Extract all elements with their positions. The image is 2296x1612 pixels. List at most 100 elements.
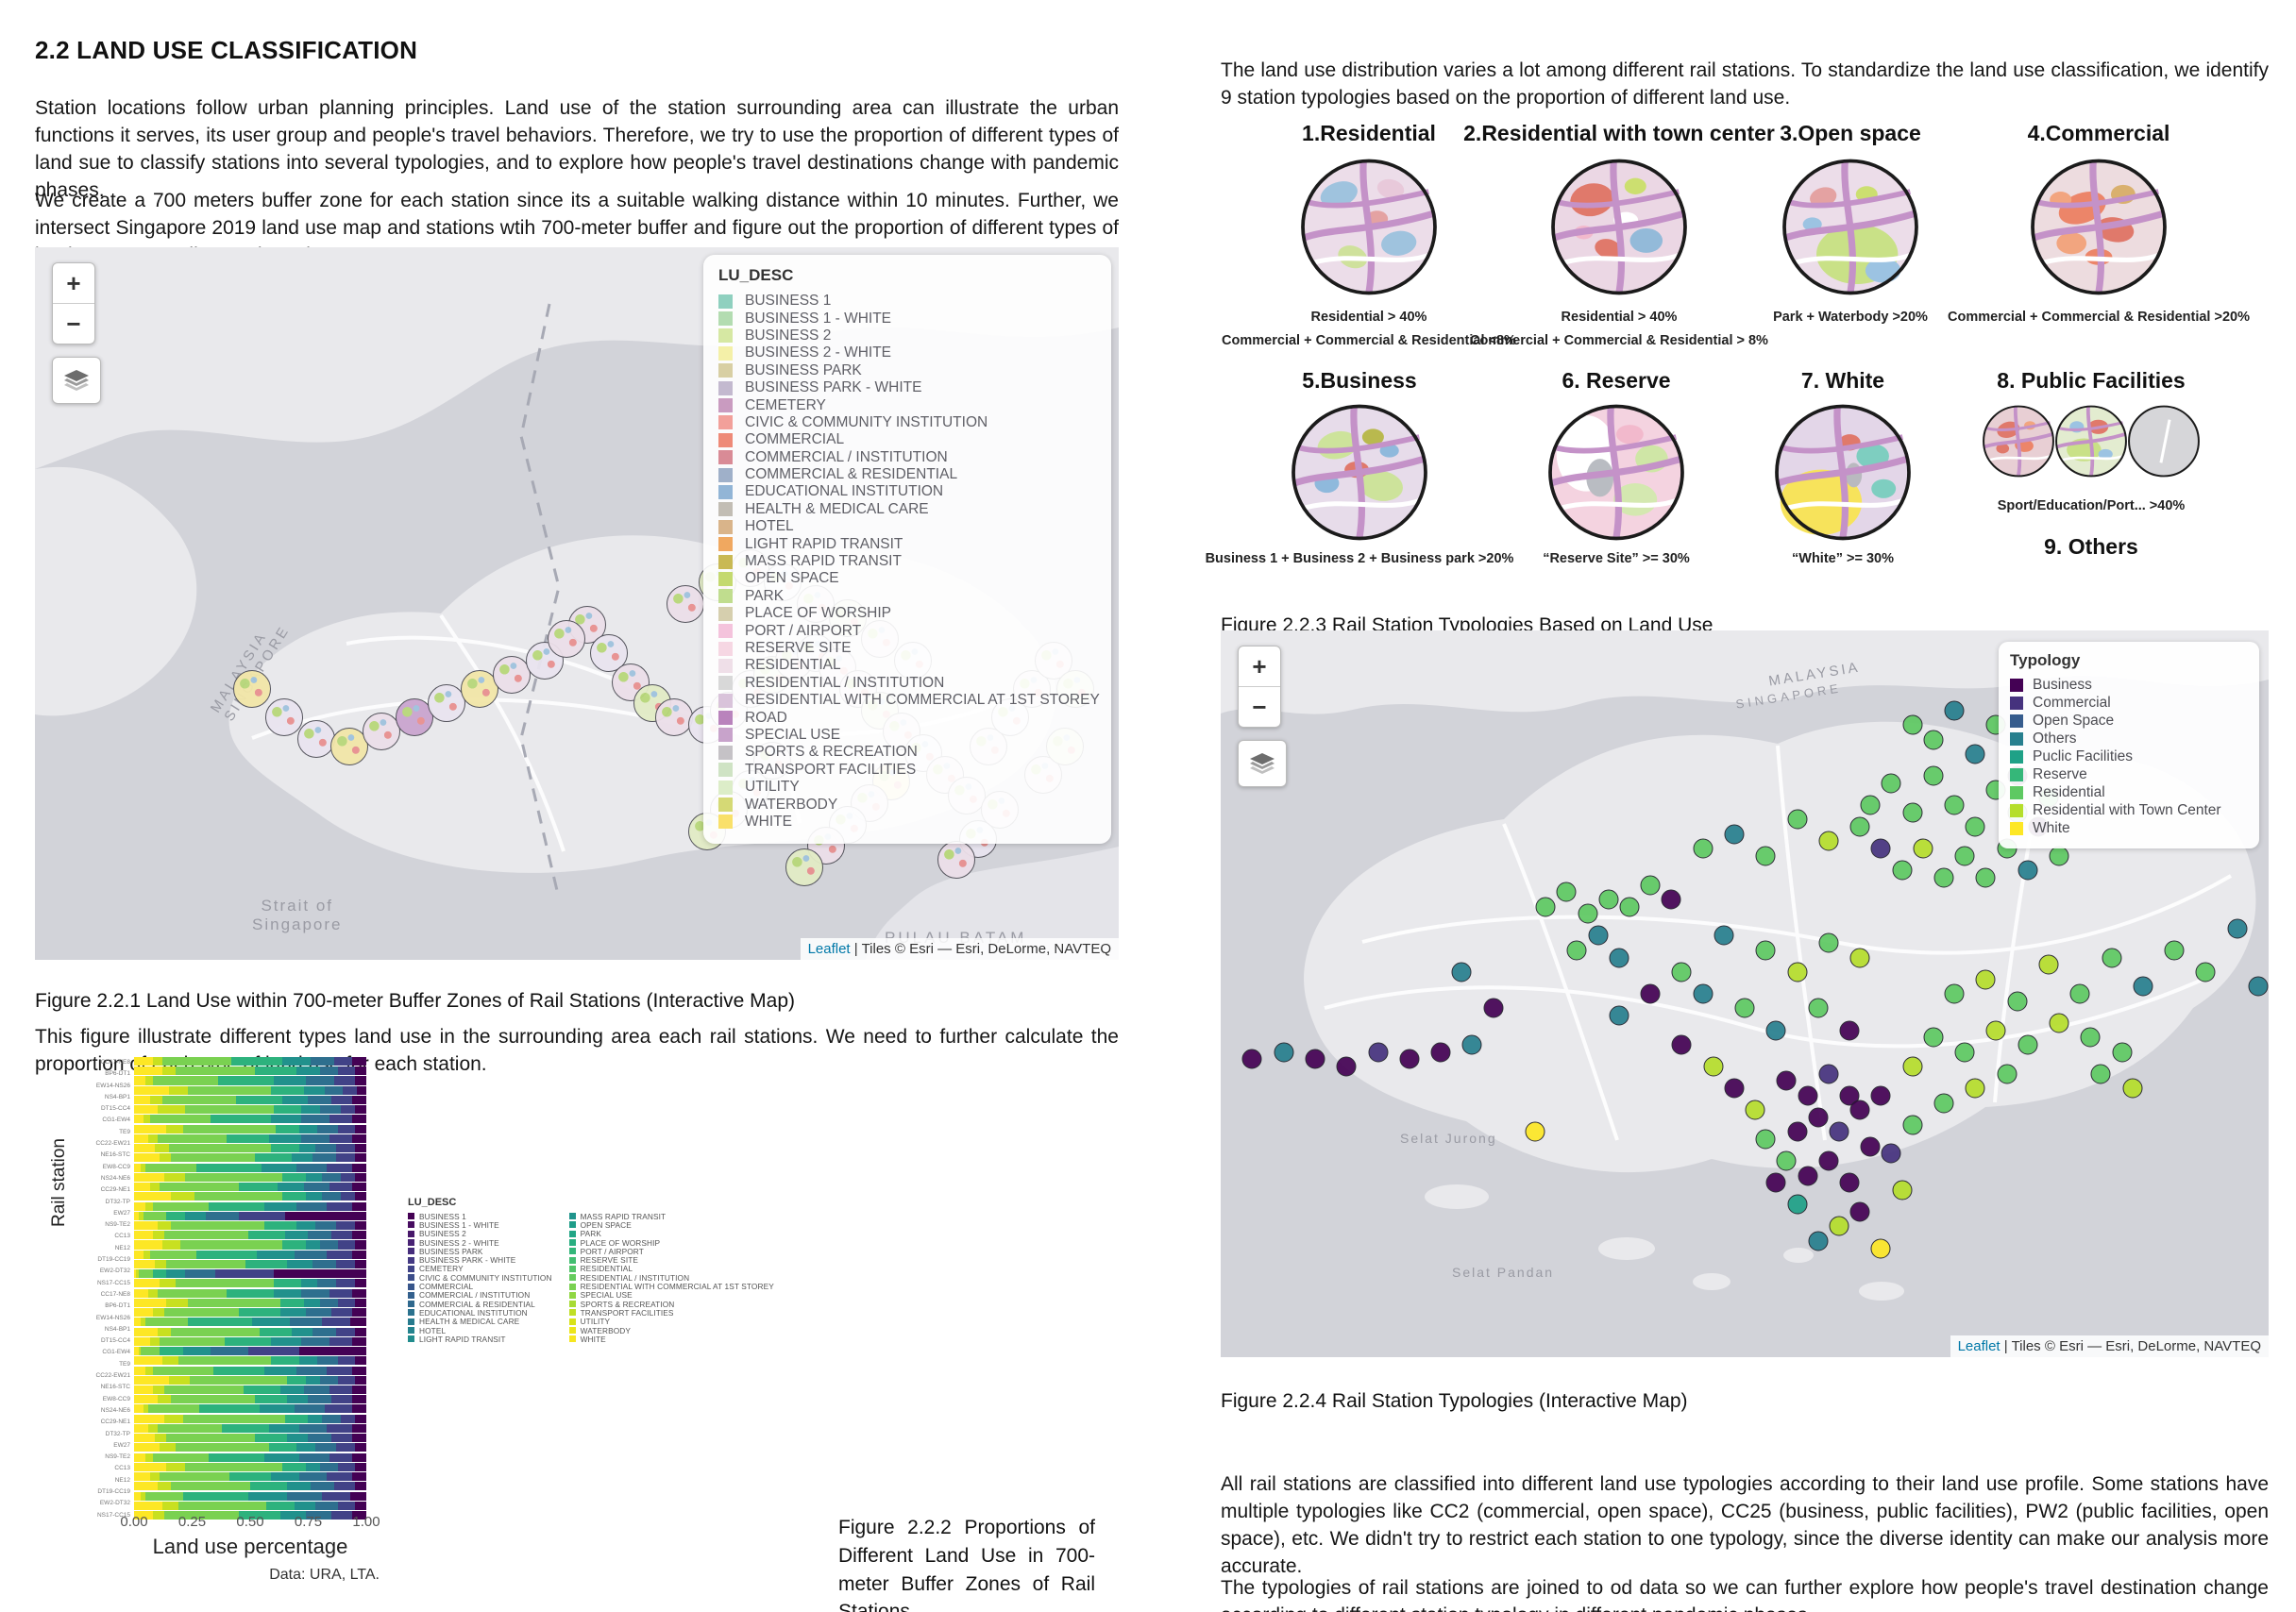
station-buffer[interactable] — [547, 620, 585, 659]
station-marker[interactable] — [1881, 773, 1901, 794]
station-marker[interactable] — [1430, 1042, 1451, 1063]
station-marker[interactable] — [1849, 816, 1870, 837]
station-marker[interactable] — [1598, 889, 1619, 910]
station-marker[interactable] — [1609, 948, 1629, 967]
station-marker[interactable] — [1849, 1201, 1870, 1222]
station-marker[interactable] — [1923, 765, 1944, 786]
station-marker[interactable] — [1399, 1049, 1420, 1069]
station-marker[interactable] — [2049, 846, 2069, 866]
station-buffer[interactable] — [428, 684, 466, 723]
station-marker[interactable] — [1818, 831, 1839, 851]
station-buffer[interactable] — [785, 848, 824, 886]
leaflet-link[interactable]: Leaflet — [1957, 1338, 2001, 1354]
station-marker[interactable] — [2090, 1064, 2111, 1084]
station-marker[interactable] — [1451, 962, 1472, 982]
station-marker[interactable] — [1566, 940, 1587, 961]
typology-map[interactable]: MALAYSIA SINGAPORE Selat Jurong Selat Pa… — [1221, 630, 2269, 1357]
station-marker[interactable] — [1933, 867, 1954, 888]
station-marker[interactable] — [1860, 795, 1881, 815]
station-marker[interactable] — [1849, 948, 1870, 967]
station-buffer[interactable] — [363, 713, 401, 751]
layers-control[interactable] — [52, 357, 101, 404]
station-marker[interactable] — [1755, 940, 1776, 961]
station-marker[interactable] — [2102, 948, 2121, 967]
station-marker[interactable] — [2112, 1042, 2133, 1063]
station-marker[interactable] — [2007, 991, 2028, 1012]
station-marker[interactable] — [1241, 1049, 1262, 1069]
layers-control[interactable] — [1238, 740, 1287, 787]
station-buffer[interactable] — [655, 698, 694, 737]
station-marker[interactable] — [1661, 889, 1681, 910]
station-marker[interactable] — [1588, 925, 1609, 946]
station-marker[interactable] — [1808, 1231, 1829, 1251]
station-marker[interactable] — [1798, 1166, 1818, 1185]
station-marker[interactable] — [1965, 1078, 1985, 1099]
station-marker[interactable] — [2038, 954, 2059, 975]
station-marker[interactable] — [1714, 925, 1734, 946]
station-marker[interactable] — [1913, 838, 1933, 859]
station-marker[interactable] — [1818, 1064, 1839, 1084]
station-marker[interactable] — [1933, 1093, 1954, 1113]
station-marker[interactable] — [1776, 1070, 1797, 1091]
station-buffer[interactable] — [297, 719, 336, 758]
station-marker[interactable] — [1671, 1034, 1692, 1055]
station-marker[interactable] — [1755, 1129, 1776, 1150]
station-marker[interactable] — [2227, 918, 2248, 939]
station-buffer[interactable] — [265, 698, 304, 737]
station-buffer[interactable] — [395, 698, 433, 737]
station-marker[interactable] — [1734, 998, 1755, 1018]
station-marker[interactable] — [1985, 1020, 2006, 1040]
station-marker[interactable] — [2195, 962, 2216, 982]
station-marker[interactable] — [1839, 1020, 1860, 1040]
station-marker[interactable] — [1671, 962, 1692, 982]
station-buffer[interactable] — [232, 670, 271, 709]
station-marker[interactable] — [1755, 846, 1776, 866]
station-buffer[interactable] — [329, 727, 368, 765]
station-marker[interactable] — [1975, 867, 1996, 888]
station-marker[interactable] — [1745, 1100, 1765, 1120]
station-marker[interactable] — [1870, 1238, 1891, 1258]
station-marker[interactable] — [1724, 824, 1745, 845]
station-marker[interactable] — [1849, 1100, 1870, 1120]
station-marker[interactable] — [1965, 744, 1985, 764]
station-marker[interactable] — [1923, 1027, 1944, 1048]
station-marker[interactable] — [1640, 875, 1661, 895]
station-marker[interactable] — [1483, 998, 1504, 1018]
station-marker[interactable] — [1765, 1020, 1786, 1040]
station-marker[interactable] — [1902, 1056, 1923, 1077]
station-buffer[interactable] — [493, 656, 532, 694]
station-marker[interactable] — [1556, 882, 1577, 902]
station-marker[interactable] — [1724, 1078, 1745, 1099]
station-marker[interactable] — [1902, 1115, 1923, 1135]
station-marker[interactable] — [1892, 1180, 1912, 1201]
station-marker[interactable] — [1954, 846, 1975, 866]
station-marker[interactable] — [1902, 714, 1923, 735]
station-marker[interactable] — [1975, 969, 1996, 990]
station-marker[interactable] — [2080, 1027, 2101, 1048]
station-marker[interactable] — [1609, 1005, 1629, 1026]
station-marker[interactable] — [1693, 983, 1714, 1004]
station-marker[interactable] — [1787, 1194, 1807, 1215]
station-marker[interactable] — [1902, 802, 1923, 822]
station-marker[interactable] — [1525, 1121, 1545, 1142]
zoom-out-button[interactable]: − — [1252, 692, 1267, 721]
station-marker[interactable] — [1776, 1150, 1797, 1171]
leaflet-link[interactable]: Leaflet — [807, 941, 851, 957]
station-marker[interactable] — [1578, 903, 1597, 924]
station-marker[interactable] — [1944, 700, 1965, 721]
station-marker[interactable] — [1305, 1049, 1325, 1069]
station-marker[interactable] — [1923, 730, 1944, 749]
station-marker[interactable] — [1619, 897, 1640, 917]
station-marker[interactable] — [1798, 1085, 1818, 1106]
station-marker[interactable] — [2017, 1034, 2038, 1055]
station-marker[interactable] — [2122, 1078, 2143, 1099]
station-marker[interactable] — [1535, 897, 1556, 917]
station-marker[interactable] — [1965, 816, 1985, 837]
station-marker[interactable] — [1818, 932, 1839, 953]
station-marker[interactable] — [1997, 1064, 2017, 1084]
station-buffer[interactable] — [937, 841, 975, 880]
station-marker[interactable] — [1818, 1150, 1839, 1171]
station-marker[interactable] — [1829, 1121, 1849, 1142]
station-marker[interactable] — [1944, 983, 1965, 1004]
station-marker[interactable] — [1693, 838, 1714, 859]
